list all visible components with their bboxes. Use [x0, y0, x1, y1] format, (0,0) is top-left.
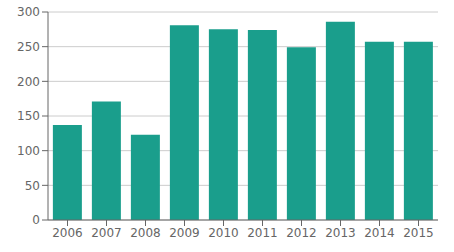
svg-text:2007: 2007 [91, 226, 122, 240]
svg-text:2008: 2008 [130, 226, 161, 240]
svg-text:150: 150 [17, 109, 40, 123]
svg-text:200: 200 [17, 75, 40, 89]
svg-text:0: 0 [32, 213, 40, 227]
svg-text:2013: 2013 [325, 226, 356, 240]
svg-text:2014: 2014 [364, 226, 395, 240]
svg-text:2011: 2011 [247, 226, 278, 240]
svg-text:2015: 2015 [403, 226, 434, 240]
svg-text:2012: 2012 [286, 226, 317, 240]
svg-text:250: 250 [17, 40, 40, 54]
svg-text:2006: 2006 [52, 226, 83, 240]
svg-text:2010: 2010 [208, 226, 239, 240]
svg-text:300: 300 [17, 5, 40, 19]
svg-text:100: 100 [17, 144, 40, 158]
svg-text:2009: 2009 [169, 226, 200, 240]
svg-text:50: 50 [25, 179, 40, 193]
